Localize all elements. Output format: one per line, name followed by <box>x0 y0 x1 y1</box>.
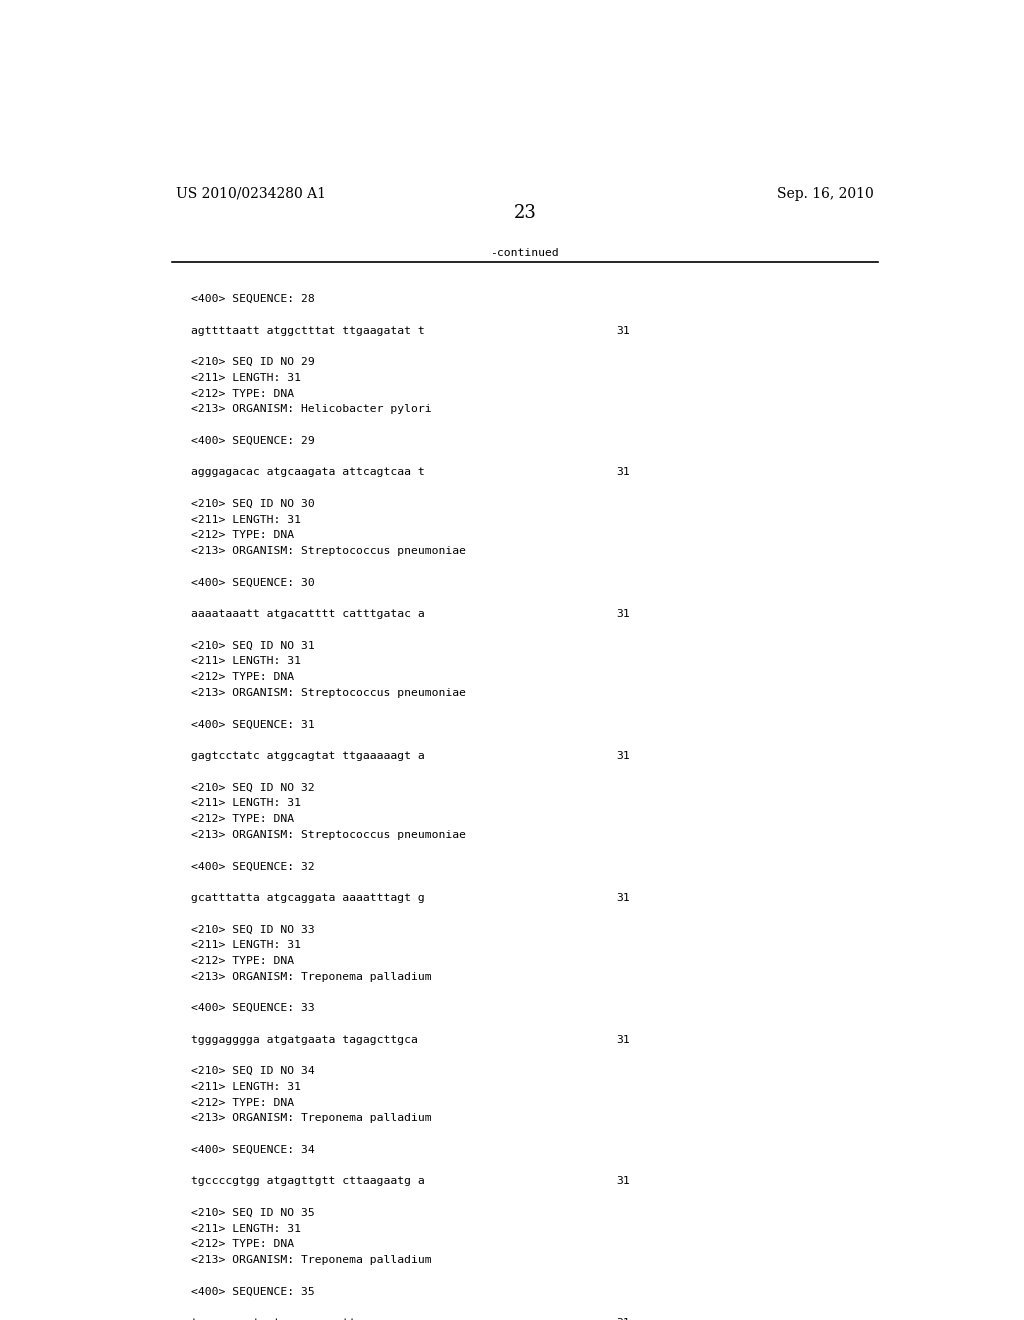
Text: aaaataaatt atgacatttt catttgatac a: aaaataaatt atgacatttt catttgatac a <box>191 609 425 619</box>
Text: <400> SEQUENCE: 35: <400> SEQUENCE: 35 <box>191 1287 315 1296</box>
Text: gcatttatta atgcaggata aaaatttagt g: gcatttatta atgcaggata aaaatttagt g <box>191 892 425 903</box>
Text: agttttaatt atggctttat ttgaagatat t: agttttaatt atggctttat ttgaagatat t <box>191 326 425 335</box>
Text: <210> SEQ ID NO 29: <210> SEQ ID NO 29 <box>191 358 315 367</box>
Text: 31: 31 <box>616 751 630 760</box>
Text: 31: 31 <box>616 1176 630 1187</box>
Text: 31: 31 <box>616 1319 630 1320</box>
Text: <212> TYPE: DNA: <212> TYPE: DNA <box>191 814 295 824</box>
Text: <210> SEQ ID NO 34: <210> SEQ ID NO 34 <box>191 1067 315 1076</box>
Text: <210> SEQ ID NO 32: <210> SEQ ID NO 32 <box>191 783 315 792</box>
Text: <210> SEQ ID NO 30: <210> SEQ ID NO 30 <box>191 499 315 510</box>
Text: <211> LENGTH: 31: <211> LENGTH: 31 <box>191 940 301 950</box>
Text: US 2010/0234280 A1: US 2010/0234280 A1 <box>176 187 326 201</box>
Text: 31: 31 <box>616 609 630 619</box>
Text: <210> SEQ ID NO 31: <210> SEQ ID NO 31 <box>191 640 315 651</box>
Text: <210> SEQ ID NO 35: <210> SEQ ID NO 35 <box>191 1208 315 1218</box>
Text: <212> TYPE: DNA: <212> TYPE: DNA <box>191 956 295 966</box>
Text: 23: 23 <box>513 205 537 222</box>
Text: <400> SEQUENCE: 33: <400> SEQUENCE: 33 <box>191 1003 315 1012</box>
Text: <212> TYPE: DNA: <212> TYPE: DNA <box>191 672 295 682</box>
Text: Sep. 16, 2010: Sep. 16, 2010 <box>777 187 873 201</box>
Text: <211> LENGTH: 31: <211> LENGTH: 31 <box>191 372 301 383</box>
Text: <400> SEQUENCE: 29: <400> SEQUENCE: 29 <box>191 436 315 446</box>
Text: <213> ORGANISM: Helicobacter pylori: <213> ORGANISM: Helicobacter pylori <box>191 404 432 414</box>
Text: <213> ORGANISM: Treponema palladium: <213> ORGANISM: Treponema palladium <box>191 1255 432 1265</box>
Text: tgcccgccct atggaagaaa ttagcacccca: tgcccgccct atggaagaaa ttagcacccca <box>191 1319 419 1320</box>
Text: <400> SEQUENCE: 34: <400> SEQUENCE: 34 <box>191 1144 315 1155</box>
Text: <213> ORGANISM: Streptococcus pneumoniae: <213> ORGANISM: Streptococcus pneumoniae <box>191 688 467 698</box>
Text: <400> SEQUENCE: 28: <400> SEQUENCE: 28 <box>191 294 315 304</box>
Text: <213> ORGANISM: Treponema palladium: <213> ORGANISM: Treponema palladium <box>191 1113 432 1123</box>
Text: <211> LENGTH: 31: <211> LENGTH: 31 <box>191 515 301 524</box>
Text: <213> ORGANISM: Streptococcus pneumoniae: <213> ORGANISM: Streptococcus pneumoniae <box>191 546 467 556</box>
Text: <211> LENGTH: 31: <211> LENGTH: 31 <box>191 656 301 667</box>
Text: <400> SEQUENCE: 31: <400> SEQUENCE: 31 <box>191 719 315 730</box>
Text: <213> ORGANISM: Streptococcus pneumoniae: <213> ORGANISM: Streptococcus pneumoniae <box>191 830 467 840</box>
Text: <212> TYPE: DNA: <212> TYPE: DNA <box>191 531 295 540</box>
Text: <211> LENGTH: 31: <211> LENGTH: 31 <box>191 799 301 808</box>
Text: 31: 31 <box>616 467 630 478</box>
Text: <211> LENGTH: 31: <211> LENGTH: 31 <box>191 1224 301 1234</box>
Text: 31: 31 <box>616 892 630 903</box>
Text: tgccccgtgg atgagttgtt cttaagaatg a: tgccccgtgg atgagttgtt cttaagaatg a <box>191 1176 425 1187</box>
Text: <400> SEQUENCE: 30: <400> SEQUENCE: 30 <box>191 578 315 587</box>
Text: -continued: -continued <box>490 248 559 257</box>
Text: <212> TYPE: DNA: <212> TYPE: DNA <box>191 1239 295 1249</box>
Text: <211> LENGTH: 31: <211> LENGTH: 31 <box>191 1082 301 1092</box>
Text: <400> SEQUENCE: 32: <400> SEQUENCE: 32 <box>191 861 315 871</box>
Text: <212> TYPE: DNA: <212> TYPE: DNA <box>191 388 295 399</box>
Text: tgggagggga atgatgaata tagagcttgca: tgggagggga atgatgaata tagagcttgca <box>191 1035 419 1044</box>
Text: 31: 31 <box>616 1035 630 1044</box>
Text: <210> SEQ ID NO 33: <210> SEQ ID NO 33 <box>191 924 315 935</box>
Text: 31: 31 <box>616 326 630 335</box>
Text: gagtcctatc atggcagtat ttgaaaaagt a: gagtcctatc atggcagtat ttgaaaaagt a <box>191 751 425 760</box>
Text: <212> TYPE: DNA: <212> TYPE: DNA <box>191 1097 295 1107</box>
Text: <213> ORGANISM: Treponema palladium: <213> ORGANISM: Treponema palladium <box>191 972 432 982</box>
Text: agggagacac atgcaagata attcagtcaa t: agggagacac atgcaagata attcagtcaa t <box>191 467 425 478</box>
